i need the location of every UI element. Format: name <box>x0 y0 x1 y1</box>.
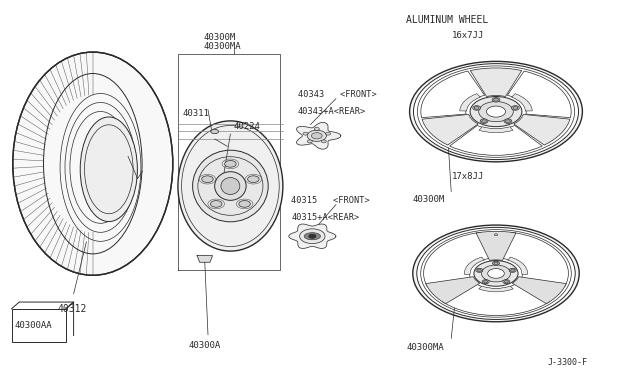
Text: 40311: 40311 <box>182 109 209 118</box>
Circle shape <box>211 129 218 134</box>
Circle shape <box>484 280 488 283</box>
Text: 40224: 40224 <box>234 122 260 131</box>
Wedge shape <box>421 71 484 118</box>
Circle shape <box>477 269 481 272</box>
Circle shape <box>211 201 222 207</box>
Polygon shape <box>470 68 522 96</box>
Circle shape <box>470 97 522 127</box>
Text: 40300AA: 40300AA <box>14 321 52 330</box>
Circle shape <box>479 102 513 122</box>
Wedge shape <box>479 127 513 133</box>
Circle shape <box>321 140 326 143</box>
Circle shape <box>307 140 312 143</box>
Circle shape <box>509 268 516 272</box>
Text: 40300M: 40300M <box>204 33 236 42</box>
Wedge shape <box>450 125 542 155</box>
Circle shape <box>413 64 579 160</box>
Wedge shape <box>502 232 568 286</box>
Circle shape <box>492 97 500 102</box>
Circle shape <box>506 120 510 122</box>
Circle shape <box>303 132 308 135</box>
Polygon shape <box>426 277 480 304</box>
Circle shape <box>493 261 499 265</box>
Circle shape <box>239 201 250 207</box>
Circle shape <box>504 119 512 124</box>
Wedge shape <box>465 257 484 275</box>
Bar <box>12 309 66 342</box>
Circle shape <box>513 106 518 109</box>
Text: 40315   <FRONT>: 40315 <FRONT> <box>291 196 370 205</box>
Polygon shape <box>514 115 570 145</box>
Ellipse shape <box>178 121 283 251</box>
Circle shape <box>511 106 519 110</box>
Text: 16x7JJ: 16x7JJ <box>452 31 484 40</box>
Circle shape <box>326 132 331 135</box>
Circle shape <box>474 106 479 109</box>
Circle shape <box>511 269 515 272</box>
Text: 40300MA: 40300MA <box>406 343 444 352</box>
Text: 40300A: 40300A <box>189 341 221 350</box>
Wedge shape <box>479 286 513 292</box>
Wedge shape <box>442 284 550 315</box>
Polygon shape <box>476 231 516 260</box>
Circle shape <box>482 280 489 284</box>
Circle shape <box>482 120 486 122</box>
Text: J-3300-F: J-3300-F <box>547 358 588 367</box>
Circle shape <box>410 61 582 162</box>
Text: ALUMINUM WHEEL: ALUMINUM WHEEL <box>406 16 489 25</box>
Wedge shape <box>511 94 532 111</box>
Circle shape <box>476 268 483 272</box>
Ellipse shape <box>214 172 246 200</box>
Ellipse shape <box>80 117 138 222</box>
Polygon shape <box>296 122 340 149</box>
Circle shape <box>417 227 575 320</box>
Polygon shape <box>197 256 212 262</box>
Circle shape <box>474 261 518 286</box>
Circle shape <box>308 234 316 238</box>
Circle shape <box>504 280 508 283</box>
Circle shape <box>503 280 510 284</box>
Circle shape <box>473 106 481 110</box>
Ellipse shape <box>304 232 321 240</box>
Wedge shape <box>508 71 571 118</box>
Circle shape <box>413 225 579 322</box>
Polygon shape <box>289 224 336 248</box>
Circle shape <box>493 98 499 101</box>
Polygon shape <box>422 115 478 145</box>
Circle shape <box>307 130 326 141</box>
Text: 40312: 40312 <box>58 304 87 314</box>
Circle shape <box>486 106 506 117</box>
Circle shape <box>481 265 511 282</box>
Circle shape <box>300 229 325 244</box>
Text: 40315+A<REAR>: 40315+A<REAR> <box>291 213 360 222</box>
Circle shape <box>494 234 498 236</box>
Polygon shape <box>512 277 566 304</box>
Circle shape <box>488 269 504 278</box>
Text: 40343+A<REAR>: 40343+A<REAR> <box>298 107 366 116</box>
Circle shape <box>494 262 498 264</box>
Text: 17x8JJ: 17x8JJ <box>452 172 484 181</box>
Circle shape <box>248 176 259 183</box>
Circle shape <box>202 176 213 183</box>
Wedge shape <box>424 232 490 286</box>
Ellipse shape <box>193 150 268 222</box>
Wedge shape <box>508 257 527 275</box>
Wedge shape <box>460 94 481 111</box>
Ellipse shape <box>13 52 173 275</box>
Circle shape <box>314 128 319 130</box>
Circle shape <box>480 119 488 124</box>
Text: 40343   <FRONT>: 40343 <FRONT> <box>298 90 376 99</box>
Text: 40300MA: 40300MA <box>204 42 241 51</box>
Circle shape <box>225 161 236 167</box>
Circle shape <box>312 133 322 139</box>
Text: 40300M: 40300M <box>413 195 445 203</box>
Ellipse shape <box>221 177 240 195</box>
